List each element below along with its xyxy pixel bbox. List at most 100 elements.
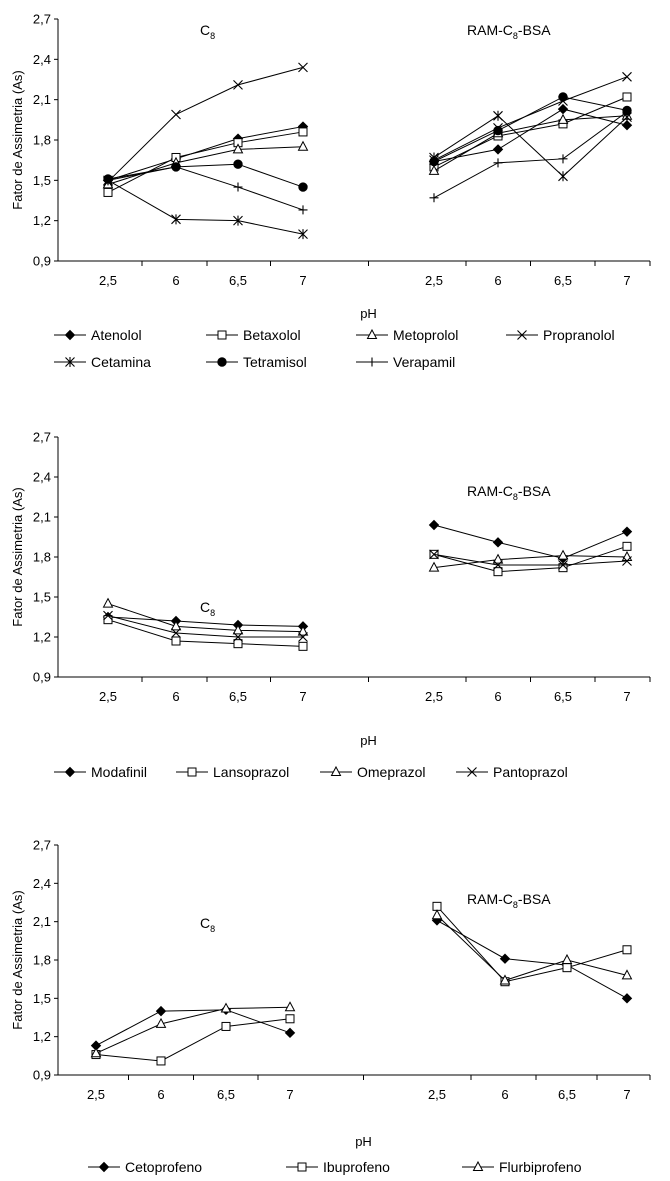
x-tick-label: 2,5 <box>428 1087 446 1102</box>
data-point <box>622 556 632 566</box>
legend-marker <box>64 329 76 341</box>
group-label-tail: -BSA <box>518 483 551 499</box>
data-point <box>284 1027 296 1039</box>
legend-label: Flurbiprofeno <box>499 1159 582 1175</box>
legend-label: Betaxolol <box>243 327 301 343</box>
series-pantoprazol <box>103 549 632 642</box>
group-label-main: C <box>200 599 210 615</box>
y-tick-label: 0,9 <box>33 670 51 685</box>
series-line <box>95 1018 291 1062</box>
series-line <box>433 553 628 566</box>
group-label-main: C <box>200 22 210 38</box>
series-line <box>107 619 304 647</box>
data-point <box>232 624 244 635</box>
y-axis-label: Fator de Assimetria (As) <box>10 890 25 1029</box>
legend-label: Verapamil <box>393 354 455 370</box>
data-point <box>492 537 504 548</box>
legend-entry: Modafinil <box>54 764 147 780</box>
y-tick-label: 1,8 <box>33 953 51 968</box>
legend-label: Omeprazol <box>357 764 425 780</box>
data-point <box>429 549 439 560</box>
series-line <box>433 555 628 569</box>
series-omeprazol <box>102 549 633 636</box>
legend-marker <box>64 766 76 778</box>
x-tick-label: 7 <box>299 273 306 288</box>
series-line <box>436 919 628 999</box>
group-label-2: RAM-C8-BSA <box>467 891 551 910</box>
x-tick-label: 2,5 <box>425 689 443 704</box>
group-label-main: RAM-C <box>467 22 513 38</box>
data-point <box>558 563 568 573</box>
x-axis-label: pH <box>360 733 377 748</box>
series-line <box>433 108 628 163</box>
y-axis-label: Fator de Assimetria (As) <box>10 487 25 626</box>
series-line <box>433 115 628 177</box>
x-axis-label: pH <box>360 306 377 321</box>
series-betaxolol <box>103 92 632 197</box>
series-line <box>95 1009 291 1047</box>
data-point <box>493 567 503 577</box>
y-tick-label: 2,4 <box>33 876 51 891</box>
y-tick-label: 1,5 <box>33 590 51 605</box>
data-point <box>233 182 243 192</box>
y-axis-label: Fator de Assimetria (As) <box>10 70 25 209</box>
legend-label: Cetamina <box>91 354 151 370</box>
x-tick-label: 6,5 <box>229 273 247 288</box>
legend-marker <box>472 1160 484 1171</box>
data-point <box>233 639 243 649</box>
data-point <box>492 144 504 155</box>
data-point <box>562 963 572 973</box>
legend-marker <box>65 357 75 367</box>
x-axis-label: pH <box>355 1134 372 1149</box>
data-point <box>220 1002 232 1013</box>
series-line <box>107 616 304 627</box>
group-label-main: C <box>200 915 210 931</box>
y-tick-label: 1,2 <box>33 213 51 228</box>
data-point <box>90 1047 102 1058</box>
legend-marker <box>467 767 477 777</box>
legend-marker <box>330 765 342 776</box>
data-point <box>622 92 632 102</box>
data-point <box>557 549 569 560</box>
data-point <box>557 103 569 115</box>
group-label-subscript: 8 <box>210 31 215 41</box>
group-label-1: C8 <box>200 22 215 41</box>
series-atenolol <box>102 103 633 186</box>
data-point <box>171 109 181 120</box>
data-point <box>429 156 439 167</box>
series-lansoprazol <box>103 541 632 651</box>
legend-marker <box>217 330 227 340</box>
series-line <box>433 111 628 199</box>
data-point <box>428 164 440 175</box>
legend-label: Metoprolol <box>393 327 458 343</box>
data-point <box>558 171 568 182</box>
series-cetoprofeno <box>90 915 633 1051</box>
data-point <box>499 953 511 964</box>
data-point <box>622 107 632 117</box>
y-tick-label: 1,2 <box>33 1029 51 1044</box>
data-point <box>298 182 308 192</box>
data-point <box>492 553 504 564</box>
series-line <box>433 115 628 172</box>
data-point <box>561 953 573 964</box>
data-point <box>493 110 503 121</box>
group-label-2: RAM-C8-BSA <box>467 483 551 502</box>
data-point <box>499 974 511 985</box>
data-point <box>428 519 440 531</box>
legend-entry: Cetamina <box>54 354 151 370</box>
y-tick-label: 0,9 <box>33 1068 51 1083</box>
x-tick-label: 6,5 <box>554 273 572 288</box>
legend-entry: Betaxolol <box>206 327 301 343</box>
data-point <box>233 79 243 90</box>
data-point <box>622 71 632 82</box>
x-tick-label: 6,5 <box>217 1087 235 1102</box>
data-point <box>232 143 244 154</box>
legend-entry: Tetramisol <box>206 354 307 370</box>
x-tick-label: 6 <box>501 1087 508 1102</box>
group-label-subscript: 8 <box>210 608 215 618</box>
group-label-main: RAM-C <box>467 483 513 499</box>
group-label-subscript: 8 <box>513 492 518 502</box>
legend-label: Modafinil <box>91 764 147 780</box>
data-point <box>297 625 309 636</box>
